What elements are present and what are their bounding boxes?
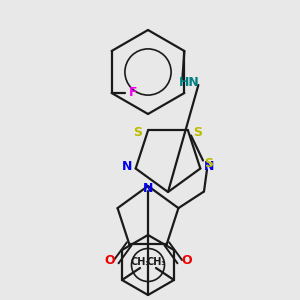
Text: S: S xyxy=(194,126,202,139)
Text: N: N xyxy=(122,160,132,173)
Text: N: N xyxy=(143,182,153,194)
Text: F: F xyxy=(128,86,137,100)
Text: O: O xyxy=(182,254,192,267)
Text: S: S xyxy=(205,157,214,170)
Text: CH₃: CH₃ xyxy=(130,257,150,267)
Text: N: N xyxy=(204,160,214,173)
Text: CH₃: CH₃ xyxy=(146,257,166,267)
Text: HN: HN xyxy=(179,76,200,89)
Text: O: O xyxy=(104,254,115,267)
Text: S: S xyxy=(134,126,142,139)
